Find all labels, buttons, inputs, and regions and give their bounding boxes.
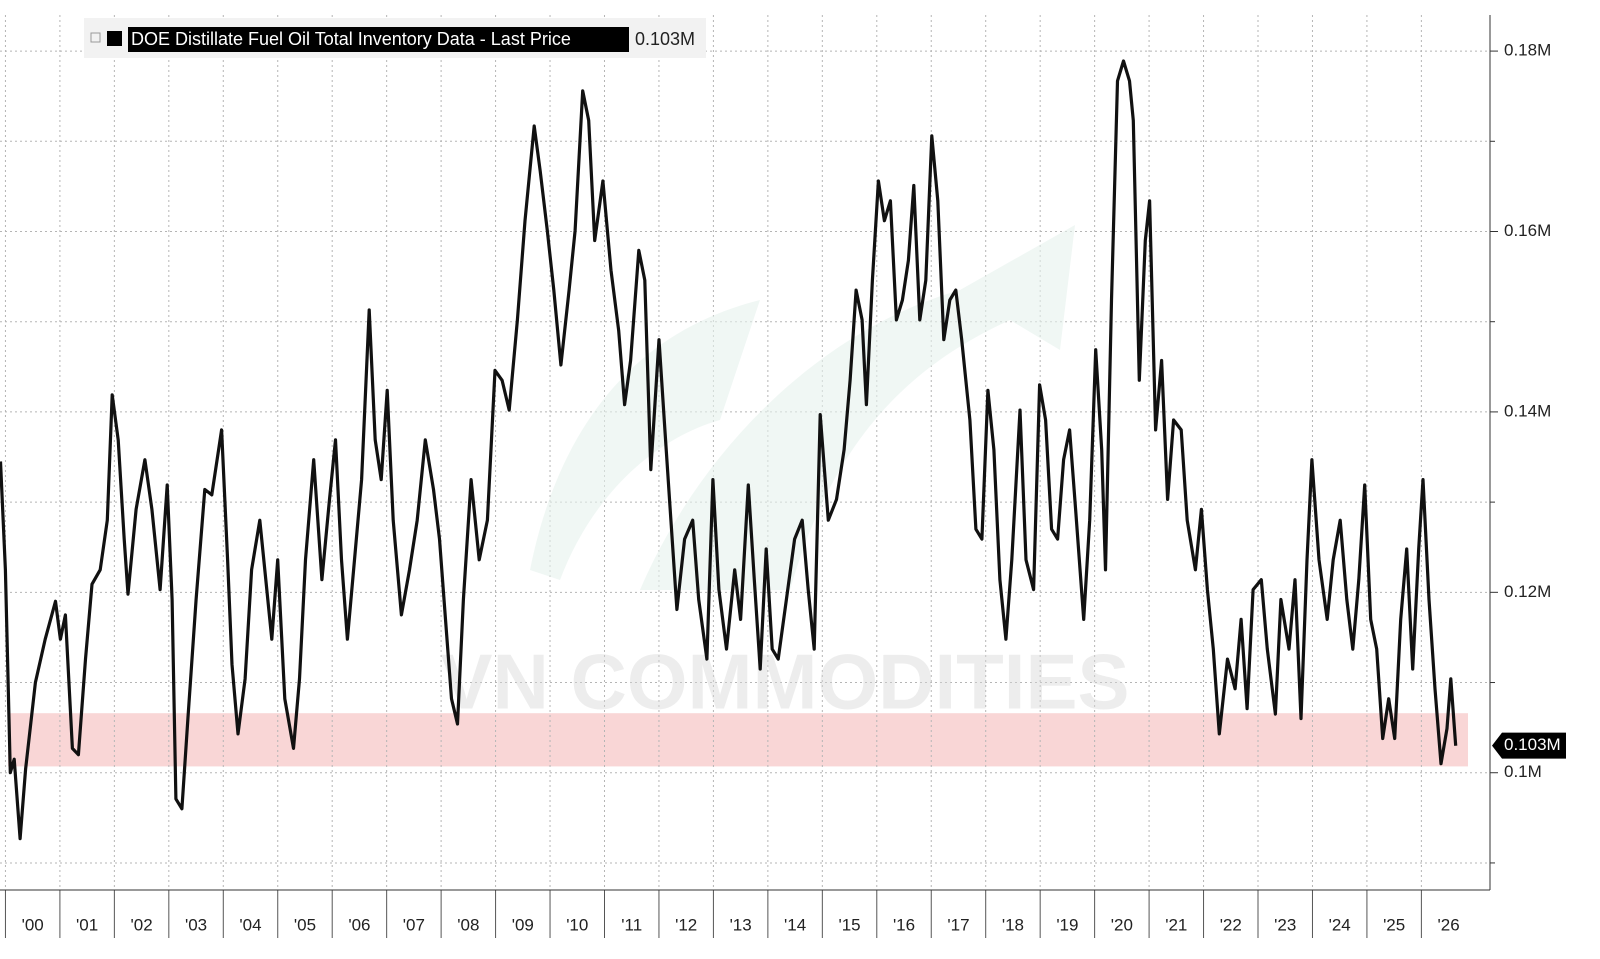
- x-tick-label: '25: [1383, 915, 1405, 934]
- x-tick-label: '06: [348, 915, 370, 934]
- x-tick-label: '13: [730, 915, 752, 934]
- x-tick-label: '24: [1329, 915, 1351, 934]
- x-tick-label: '19: [1056, 915, 1078, 934]
- x-tick-label: '20: [1111, 915, 1133, 934]
- x-tick-label: '26: [1438, 915, 1460, 934]
- last-price-badge: [1492, 732, 1566, 759]
- x-tick-label: '21: [1165, 915, 1187, 934]
- y-tick-label: 0.16M: [1504, 221, 1551, 240]
- y-tick-label: 0.18M: [1504, 41, 1551, 60]
- x-tick-label: '12: [675, 915, 697, 934]
- x-tick-label: '15: [838, 915, 860, 934]
- x-tick-label: '01: [76, 915, 98, 934]
- legend-value: 0.103M: [635, 29, 695, 49]
- x-tick-label: '16: [893, 915, 915, 934]
- x-tick-label: '18: [1002, 915, 1024, 934]
- x-tick-label: '00: [22, 915, 44, 934]
- y-tick-label: 0.1M: [1504, 762, 1542, 781]
- legend-title-highlight: [128, 27, 629, 52]
- x-tick-label: '04: [239, 915, 261, 934]
- x-tick-label: '11: [621, 915, 642, 934]
- watermark-logo: [530, 300, 760, 580]
- x-tick-label: '10: [566, 915, 588, 934]
- x-tick-label: '17: [947, 915, 969, 934]
- watermark-group: VN COMMODITIES: [440, 225, 1130, 726]
- legend-toggle[interactable]: [90, 32, 101, 43]
- x-tick-label: '07: [403, 915, 425, 934]
- x-tick-label: '23: [1274, 915, 1296, 934]
- x-tick-label: '22: [1220, 915, 1242, 934]
- x-tick-label: '08: [457, 915, 479, 934]
- watermark-text: VN COMMODITIES: [440, 638, 1129, 726]
- x-tick-label: '14: [784, 915, 806, 934]
- series-line: [0, 59, 1458, 841]
- x-tick-label: '03: [185, 915, 207, 934]
- x-tick-label: '05: [294, 915, 316, 934]
- y-tick-label: 0.14M: [1504, 401, 1551, 420]
- highlight-band: [8, 713, 1468, 767]
- legend-swatch: [107, 31, 122, 46]
- last-price-label: 0.103M: [1504, 735, 1561, 754]
- x-tick-label: '09: [512, 915, 534, 934]
- legend-title: DOE Distillate Fuel Oil Total Inventory …: [131, 29, 571, 49]
- y-tick-label: 0.12M: [1504, 582, 1551, 601]
- legend: DOE Distillate Fuel Oil Total Inventory …: [84, 18, 706, 58]
- x-tick-label: '02: [131, 915, 153, 934]
